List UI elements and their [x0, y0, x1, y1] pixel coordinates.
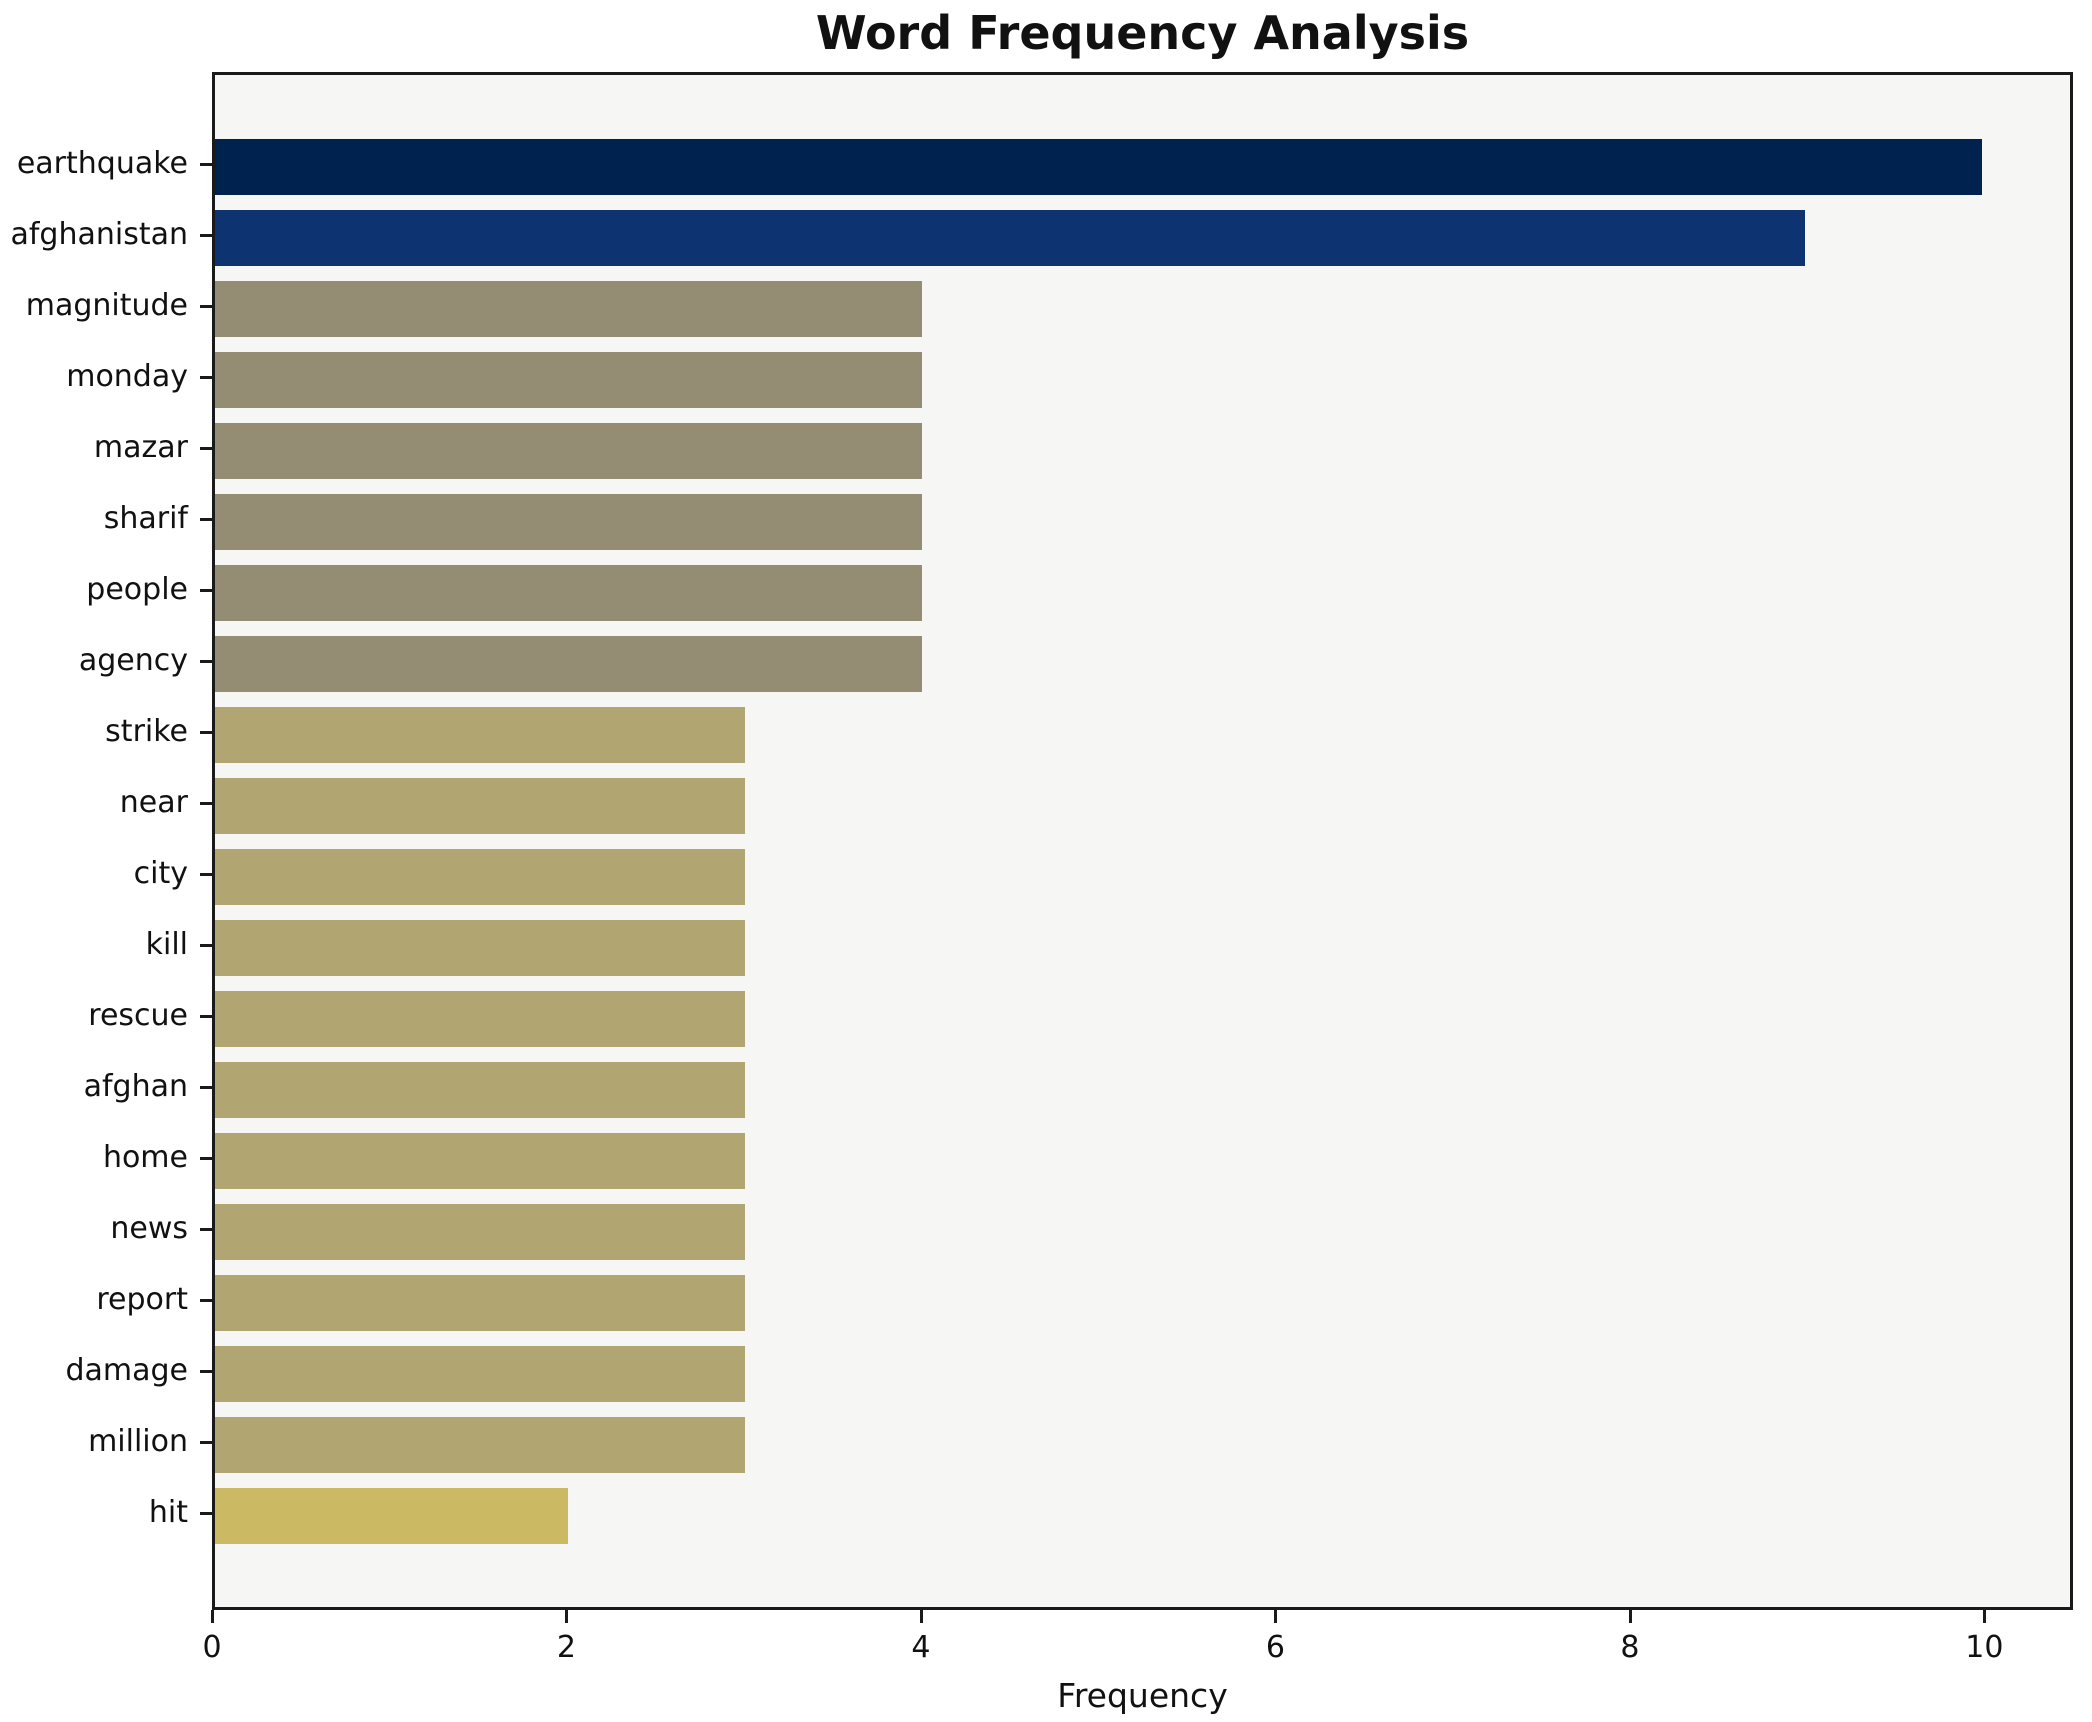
x-tick-mark: [919, 1610, 923, 1623]
y-tick-mark: [200, 802, 212, 805]
y-tick-label-kill: kill: [145, 927, 188, 962]
bar-magnitude: [215, 281, 922, 337]
y-tick-mark: [200, 376, 212, 379]
y-tick-label-hit: hit: [148, 1495, 188, 1530]
x-tick-mark: [1983, 1610, 1987, 1623]
bar-mazar: [215, 423, 922, 479]
x-tick-label-4: 4: [911, 1630, 931, 1665]
x-tick-mark: [1628, 1610, 1632, 1623]
y-tick-label-near: near: [119, 785, 188, 820]
chart-title: Word Frequency Analysis: [815, 6, 1470, 60]
bar-news: [215, 1204, 745, 1260]
bar-kill: [215, 920, 745, 976]
bar-afghan: [215, 1062, 745, 1118]
y-tick-mark: [200, 660, 212, 663]
y-tick-mark: [200, 1086, 212, 1089]
bar-home: [215, 1133, 745, 1189]
y-tick-mark: [200, 589, 212, 592]
bar-strike: [215, 707, 745, 763]
y-tick-label-people: people: [86, 572, 188, 607]
y-tick-mark: [200, 1299, 212, 1302]
y-tick-mark: [200, 1441, 212, 1444]
y-tick-mark: [200, 1157, 212, 1160]
y-tick-mark: [200, 234, 212, 237]
y-tick-label-monday: monday: [66, 359, 188, 394]
bar-afghanistan: [215, 210, 1805, 266]
y-tick-mark: [200, 447, 212, 450]
bar-city: [215, 849, 745, 905]
x-tick-label-0: 0: [202, 1630, 222, 1665]
y-tick-label-afghan: afghan: [83, 1069, 188, 1104]
x-tick-label-8: 8: [1620, 1630, 1640, 1665]
plot-area: [212, 72, 2073, 1610]
x-axis-label: Frequency: [1057, 1676, 1228, 1715]
bar-damage: [215, 1346, 745, 1402]
x-tick-mark: [211, 1610, 214, 1623]
y-tick-label-afghanistan: afghanistan: [10, 217, 188, 252]
y-tick-mark: [200, 518, 212, 521]
bar-report: [215, 1275, 745, 1331]
y-tick-mark: [200, 873, 212, 876]
y-tick-label-report: report: [96, 1282, 188, 1317]
x-tick-label-2: 2: [556, 1630, 577, 1665]
y-tick-label-home: home: [102, 1140, 188, 1175]
bar-sharif: [215, 494, 922, 550]
bar-hit: [215, 1488, 569, 1544]
y-tick-label-magnitude: magnitude: [25, 288, 188, 323]
y-tick-label-earthquake: earthquake: [16, 146, 188, 181]
bar-people: [215, 565, 922, 621]
bar-rescue: [215, 991, 745, 1047]
y-tick-label-sharif: sharif: [103, 501, 188, 536]
y-tick-mark: [200, 1015, 212, 1018]
y-tick-mark: [200, 944, 212, 947]
y-tick-label-rescue: rescue: [88, 998, 188, 1033]
y-tick-mark: [200, 305, 212, 308]
y-tick-label-news: news: [110, 1211, 188, 1246]
bar-million: [215, 1417, 745, 1473]
bar-agency: [215, 636, 922, 692]
y-tick-label-mazar: mazar: [93, 430, 188, 465]
y-tick-mark: [200, 1512, 212, 1515]
bar-near: [215, 778, 745, 834]
bar-earthquake: [215, 139, 1982, 195]
x-tick-label-10: 10: [1965, 1630, 2004, 1665]
y-tick-mark: [200, 731, 212, 734]
y-tick-label-million: million: [88, 1424, 188, 1459]
y-tick-mark: [200, 1370, 212, 1373]
y-tick-label-city: city: [133, 856, 188, 891]
y-tick-mark: [200, 163, 212, 166]
y-tick-mark: [200, 1228, 212, 1231]
y-tick-label-damage: damage: [65, 1353, 188, 1388]
y-tick-label-agency: agency: [78, 643, 188, 678]
x-tick-mark: [565, 1610, 569, 1623]
bar-monday: [215, 352, 922, 408]
x-tick-mark: [1274, 1610, 1278, 1623]
y-tick-label-strike: strike: [105, 714, 188, 749]
x-tick-label-6: 6: [1265, 1630, 1285, 1665]
